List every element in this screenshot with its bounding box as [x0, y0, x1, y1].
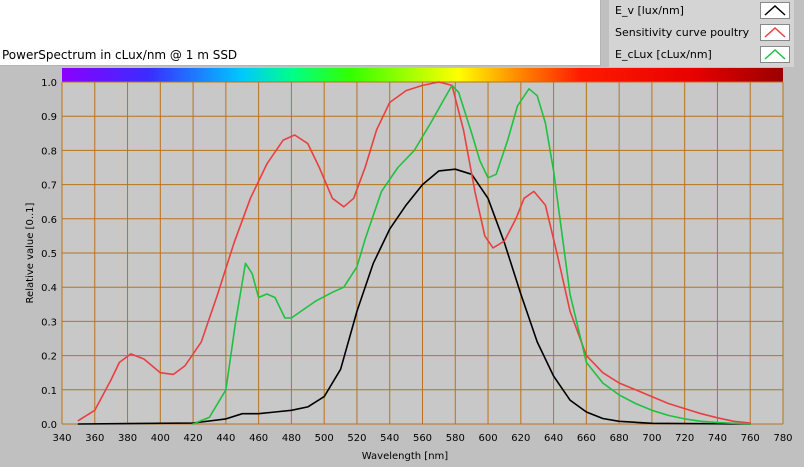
- legend-item-ev[interactable]: E_v [lux/nm]: [609, 0, 794, 22]
- y-tick-label: 0.2: [41, 352, 57, 363]
- legend-swatch-poultry[interactable]: [760, 24, 790, 41]
- x-tick-label: 340: [52, 433, 71, 444]
- y-tick-label: 0.0: [41, 420, 57, 431]
- x-tick-label: 540: [380, 433, 399, 444]
- x-tick-label: 780: [773, 433, 792, 444]
- x-tick-label: 380: [118, 433, 137, 444]
- series-line-eclux: [192, 84, 752, 425]
- x-tick-label: 640: [544, 433, 563, 444]
- x-tick-label: 560: [413, 433, 432, 444]
- legend-swatch-eclux[interactable]: [760, 46, 790, 63]
- legend-item-eclux[interactable]: E_cLux [cLux/nm]: [609, 44, 794, 66]
- legend-item-poultry[interactable]: Sensitivity curve poultry: [609, 22, 794, 44]
- y-tick-label: 0.5: [41, 249, 57, 260]
- legend-label-ev: E_v [lux/nm]: [615, 4, 684, 17]
- y-tick-labels: 0.0 0.1 0.2 0.3 0.4 0.5 0.6 0.7 0.8 0.9 1.0: [41, 78, 57, 431]
- legend-line-poultry-icon: [764, 26, 786, 38]
- legend: E_v [lux/nm] Sensitivity curve poultry E…: [609, 0, 794, 67]
- x-tick-label: 480: [282, 433, 301, 444]
- x-tick-label: 620: [511, 433, 530, 444]
- y-tick-label: 0.4: [41, 283, 57, 294]
- legend-line-eclux-icon: [764, 48, 786, 60]
- x-tick-label: 360: [85, 433, 104, 444]
- y-tick-label: 1.0: [41, 78, 57, 89]
- x-tick-label: 520: [347, 433, 366, 444]
- x-tick-label: 740: [708, 433, 727, 444]
- legend-line-ev-icon: [764, 4, 786, 16]
- y-tick-label: 0.9: [41, 112, 57, 123]
- x-tick-labels: 340 360 380 400 420 440 460 480 500 520 540 560 580 6…: [52, 433, 792, 444]
- x-tick-label: 600: [478, 433, 497, 444]
- y-axis-label: Relative value [0..1]: [25, 202, 36, 303]
- y-tick-label: 0.7: [41, 181, 57, 192]
- x-tick-label: 400: [151, 433, 170, 444]
- chart-title: PowerSpectrum in cLux/nm @ 1 m SSD: [2, 48, 238, 62]
- x-tick-label: 500: [315, 433, 334, 444]
- legend-label-eclux: E_cLux [cLux/nm]: [615, 48, 712, 61]
- x-tick-label: 700: [642, 433, 661, 444]
- x-tick-label: 420: [184, 433, 203, 444]
- x-tick-label: 680: [610, 433, 629, 444]
- chart-title-panel: PowerSpectrum in cLux/nm @ 1 m SSD: [0, 0, 601, 66]
- spectrum-bar: [62, 68, 783, 82]
- series-layer: [77, 81, 752, 425]
- y-tick-label: 0.6: [41, 215, 57, 226]
- x-tick-label: 440: [216, 433, 235, 444]
- x-tick-label: 720: [675, 433, 694, 444]
- series-line-poultry: [77, 81, 752, 424]
- y-tick-label: 0.8: [41, 146, 57, 157]
- series-line-ev: [77, 168, 752, 425]
- x-axis-label: Wavelength [nm]: [362, 451, 448, 462]
- y-tick-label: 0.1: [41, 386, 57, 397]
- grid: [61, 81, 784, 425]
- y-tick-label: 0.3: [41, 317, 57, 328]
- x-tick-label: 460: [249, 433, 268, 444]
- x-tick-label: 760: [741, 433, 760, 444]
- x-tick-label: 660: [577, 433, 596, 444]
- legend-swatch-ev[interactable]: [760, 2, 790, 19]
- x-tick-label: 580: [446, 433, 465, 444]
- legend-label-poultry: Sensitivity curve poultry: [615, 26, 750, 39]
